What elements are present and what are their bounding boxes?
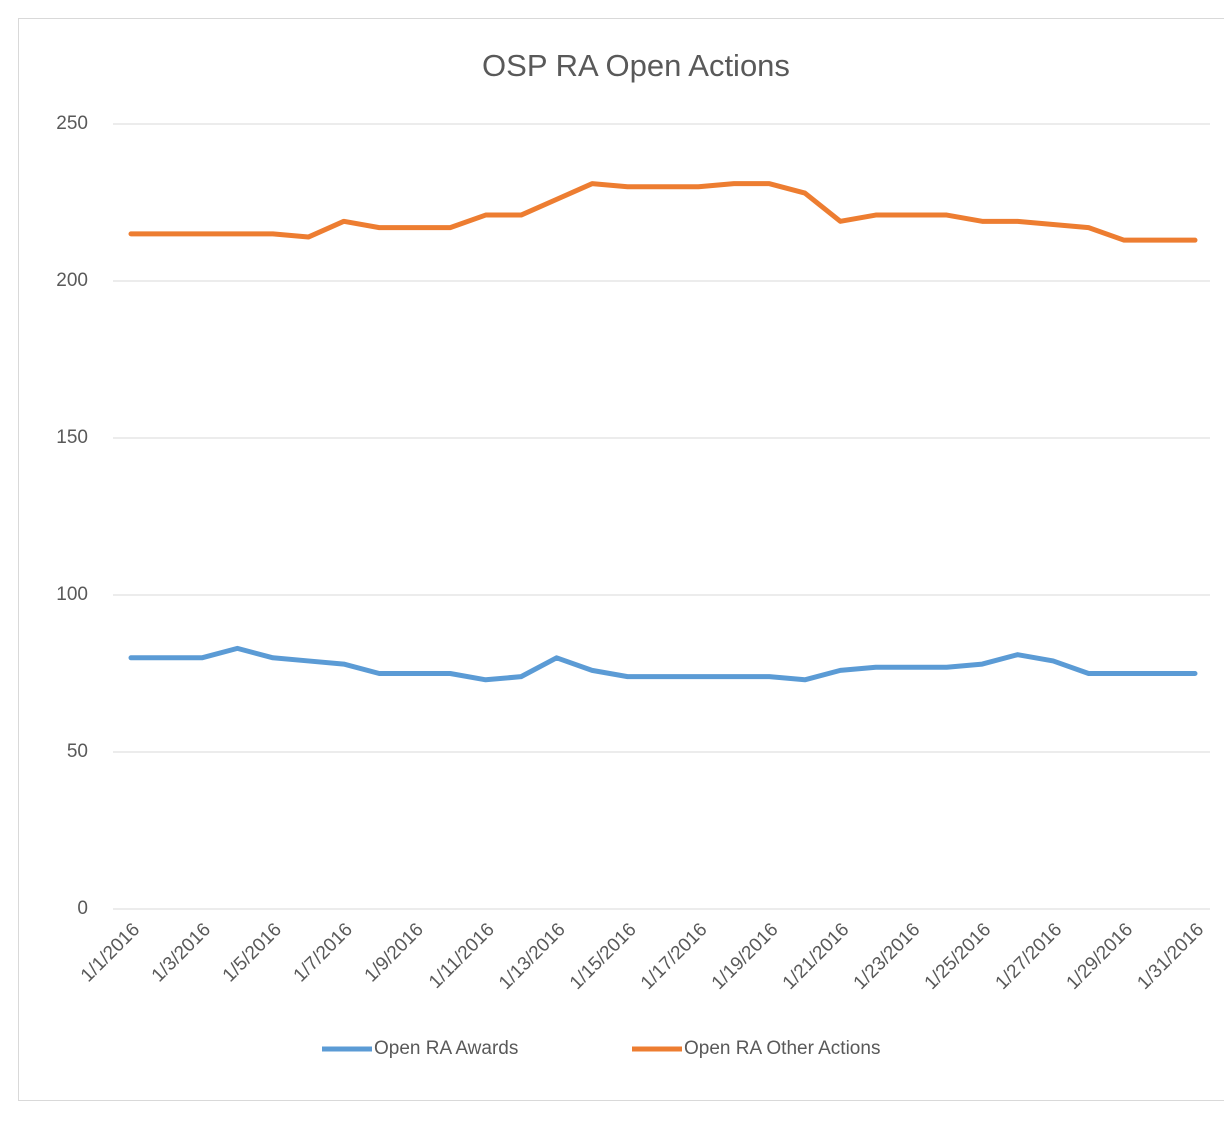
- legend-label: Open RA Other Actions: [684, 1038, 880, 1059]
- y-tick-label: 50: [67, 741, 88, 762]
- legend-label: Open RA Awards: [374, 1038, 518, 1059]
- y-tick-label: 250: [56, 113, 88, 134]
- y-tick-label: 150: [56, 427, 88, 448]
- y-tick-label: 100: [56, 584, 88, 605]
- chart-title: OSP RA Open Actions: [482, 48, 790, 83]
- y-tick-label: 200: [56, 270, 88, 291]
- y-tick-label: 0: [77, 898, 88, 919]
